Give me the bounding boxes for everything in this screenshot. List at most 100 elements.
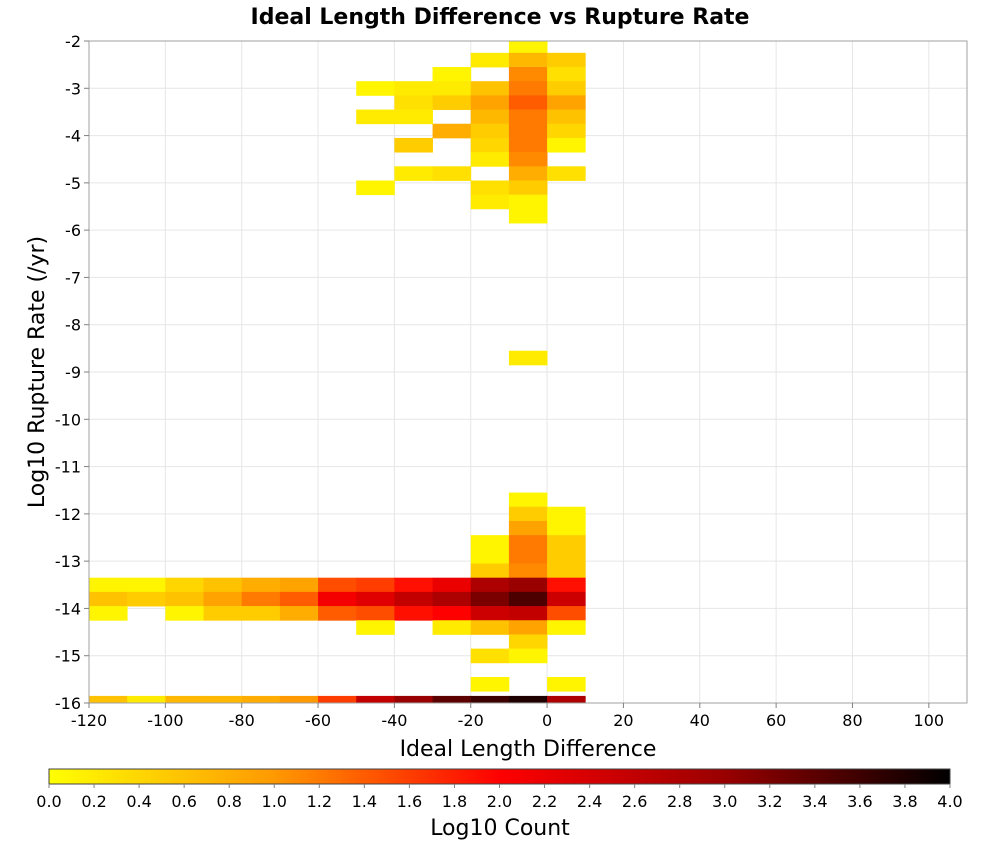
heatmap-cell bbox=[547, 549, 586, 564]
x-axis-label: Ideal Length Difference bbox=[400, 737, 657, 762]
heatmap-cell bbox=[203, 606, 243, 621]
y-tick-label: -4 bbox=[65, 127, 81, 146]
heatmap-cell bbox=[508, 606, 548, 621]
heatmap-cells bbox=[89, 41, 586, 704]
colorbar-tick-label: 0.4 bbox=[126, 792, 151, 811]
colorbar-tick-label: 3.2 bbox=[757, 792, 782, 811]
y-tick-label: -16 bbox=[55, 694, 81, 713]
heatmap-cell bbox=[508, 109, 548, 125]
heatmap-cell bbox=[432, 67, 472, 82]
colorbar-tick-label: 1.2 bbox=[307, 792, 332, 811]
colorbar-ticks: 0.0 0.2 0.4 0.6 0.8 1.0 1.2 1.4 1.6 1.8 2.0 2.2 2.4 2… bbox=[36, 784, 963, 811]
heatmap-cell bbox=[89, 591, 128, 607]
heatmap-cell bbox=[508, 591, 548, 607]
heatmap-cell bbox=[508, 695, 548, 704]
y-tick-label: -10 bbox=[55, 410, 81, 429]
heatmap-cell bbox=[547, 606, 586, 621]
heatmap-cell bbox=[547, 95, 586, 110]
heatmap-cell bbox=[470, 695, 510, 704]
y-tick-label: -8 bbox=[65, 316, 81, 335]
heatmap-cell bbox=[547, 620, 586, 635]
colorbar-tick-label: 2.0 bbox=[487, 792, 512, 811]
colorbar-label: Log10 Count bbox=[430, 816, 570, 841]
x-tick-label: 60 bbox=[766, 711, 786, 730]
heatmap-cell bbox=[470, 535, 510, 550]
heatmap-cell bbox=[394, 577, 433, 593]
chart-title: Ideal Length Difference vs Rupture Rate bbox=[251, 5, 750, 30]
x-tick-label: 20 bbox=[613, 711, 633, 730]
heatmap-cell bbox=[508, 95, 548, 110]
y-tick-label: -2 bbox=[65, 32, 81, 51]
heatmap-cell bbox=[470, 606, 510, 621]
heatmap-cell bbox=[508, 563, 548, 579]
heatmap-cell bbox=[356, 109, 395, 125]
y-tick-label: -6 bbox=[65, 221, 81, 240]
heatmap-cell bbox=[127, 591, 166, 607]
heatmap-cell bbox=[508, 194, 548, 210]
heatmap-cell bbox=[508, 634, 548, 650]
heatmap-cell bbox=[279, 606, 319, 621]
heatmap-cell bbox=[432, 606, 472, 621]
y-tick-label: -14 bbox=[55, 599, 81, 618]
heatmap-cell bbox=[470, 563, 510, 579]
heatmap-cell bbox=[547, 67, 586, 82]
heatmap-cell bbox=[241, 606, 281, 621]
heatmap-cell bbox=[241, 577, 281, 593]
heatmap-cell bbox=[394, 606, 433, 621]
colorbar-tick-label: 1.8 bbox=[442, 792, 467, 811]
heatmap-cell bbox=[547, 591, 586, 607]
heatmap-cell bbox=[432, 695, 472, 704]
heatmap-cell bbox=[470, 549, 510, 564]
x-tick-label: -100 bbox=[147, 711, 183, 730]
colorbar-tick-label: 0.2 bbox=[81, 792, 106, 811]
heatmap-cell bbox=[89, 577, 128, 593]
heatmap-cell bbox=[318, 695, 357, 704]
heatmap-cell bbox=[394, 591, 433, 607]
heatmap-cell bbox=[394, 81, 433, 96]
x-tick-label: -120 bbox=[71, 711, 107, 730]
heatmap-cell bbox=[508, 506, 548, 522]
heatmap-cell bbox=[508, 350, 548, 366]
heatmap-cell bbox=[394, 695, 433, 704]
heatmap-cell bbox=[508, 41, 548, 54]
colorbar-tick-label: 0.8 bbox=[216, 792, 241, 811]
heatmap-cell bbox=[470, 81, 510, 96]
heatmap-cell bbox=[508, 123, 548, 139]
y-axis-ticks: -2 -3 -4 -5 -6 -7 -8 -9 -10 -11 -12 -13 -14 -15 -16 bbox=[55, 32, 89, 713]
heatmap-cell bbox=[203, 577, 243, 593]
y-tick-label: -9 bbox=[65, 363, 81, 382]
heatmap-cell bbox=[547, 520, 586, 536]
heatmap-cell bbox=[508, 492, 548, 508]
heatmap-cell bbox=[547, 109, 586, 125]
heatmap-cell bbox=[508, 52, 548, 68]
y-tick-label: -13 bbox=[55, 552, 81, 571]
heatmap-cell bbox=[89, 695, 128, 704]
heatmap-cell bbox=[508, 152, 548, 167]
x-tick-label: 0 bbox=[542, 711, 552, 730]
colorbar-tick-label: 2.2 bbox=[532, 792, 557, 811]
colorbar-tick-label: 2.6 bbox=[622, 792, 647, 811]
x-tick-label: -40 bbox=[381, 711, 407, 730]
heatmap-cell bbox=[394, 95, 433, 110]
heatmap-cell bbox=[470, 620, 510, 635]
heatmap-cell bbox=[432, 577, 472, 593]
heatmap-cell bbox=[394, 109, 433, 125]
y-tick-label: -7 bbox=[65, 268, 81, 287]
y-tick-label: -12 bbox=[55, 505, 81, 524]
heatmap-cell bbox=[547, 563, 586, 579]
heatmap-cell bbox=[356, 81, 395, 96]
x-tick-label: 40 bbox=[690, 711, 710, 730]
colorbar-tick-label: 3.0 bbox=[712, 792, 737, 811]
heatmap-cell bbox=[470, 95, 510, 110]
heatmap-cell bbox=[470, 180, 510, 196]
heatmap-cell bbox=[547, 506, 586, 522]
heatmap-cell bbox=[470, 123, 510, 139]
heatmap-cell bbox=[432, 591, 472, 607]
heatmap-cell bbox=[279, 695, 319, 704]
heatmap-cell bbox=[356, 591, 395, 607]
heatmap-cell bbox=[432, 81, 472, 96]
heatmap-cell bbox=[470, 109, 510, 125]
y-tick-label: -11 bbox=[55, 458, 81, 477]
